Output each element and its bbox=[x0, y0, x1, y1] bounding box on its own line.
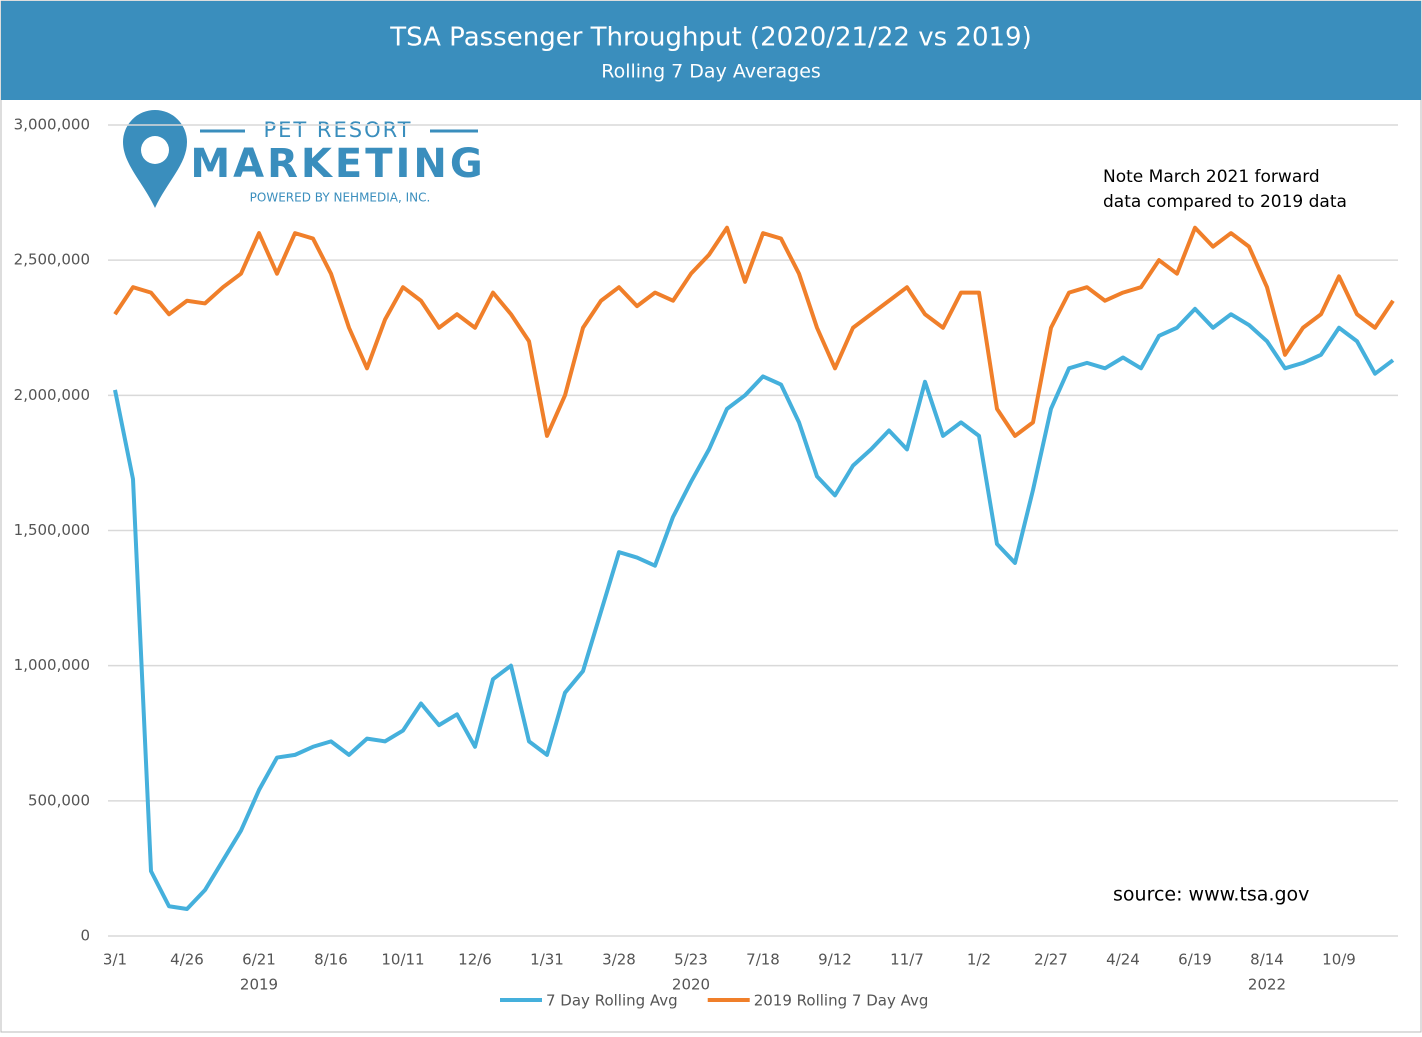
chart-title: TSA Passenger Throughput (2020/21/22 vs … bbox=[389, 23, 1031, 53]
y-tick-label: 1,000,000 bbox=[14, 656, 90, 674]
x-tick-label: 5/23 bbox=[674, 951, 708, 969]
x-tick-label: 6/19 bbox=[1178, 951, 1212, 969]
y-tick-label: 2,500,000 bbox=[14, 251, 90, 269]
header bbox=[1, 1, 1421, 100]
year-label: 2019 bbox=[240, 976, 278, 994]
plot bbox=[108, 124, 1398, 937]
y-tick-label: 500,000 bbox=[28, 791, 90, 809]
annotation: Note March 2021 forward bbox=[1103, 167, 1320, 187]
x-tick-label: 4/26 bbox=[170, 951, 204, 969]
x-tick-label: 6/21 bbox=[242, 951, 276, 969]
logo-paw bbox=[141, 136, 169, 164]
legend-label: 2019 Rolling 7 Day Avg bbox=[754, 992, 929, 1010]
x-tick-label: 8/16 bbox=[314, 951, 348, 969]
x-tick-label: 11/7 bbox=[890, 951, 924, 969]
logo-top: PET RESORT bbox=[263, 118, 412, 142]
x-tick-label: 3/28 bbox=[602, 951, 636, 969]
annotation: data compared to 2019 data bbox=[1103, 192, 1347, 212]
x-tick-label: 1/2 bbox=[967, 951, 991, 969]
year-label: 2022 bbox=[1248, 976, 1286, 994]
logo-main: MARKETING bbox=[190, 141, 485, 187]
y-tick-label: 2,000,000 bbox=[14, 386, 90, 404]
series-line bbox=[113, 225, 1395, 438]
x-tick-label: 12/6 bbox=[458, 951, 492, 969]
year-label: 2020 bbox=[672, 976, 710, 994]
x-tick-label: 10/11 bbox=[381, 951, 424, 969]
legend-label: 7 Day Rolling Avg bbox=[546, 992, 678, 1010]
x-tick-label: 2/27 bbox=[1034, 951, 1068, 969]
y-tick-label: 1,500,000 bbox=[14, 521, 90, 539]
chart-subtitle: Rolling 7 Day Averages bbox=[601, 61, 821, 83]
x-tick-label: 9/12 bbox=[818, 951, 852, 969]
series-line bbox=[113, 306, 1395, 911]
x-tick-label: 10/9 bbox=[1322, 951, 1356, 969]
source-note: source: www.tsa.gov bbox=[1113, 884, 1309, 906]
x-tick-label: 1/31 bbox=[530, 951, 564, 969]
x-tick-label: 8/14 bbox=[1250, 951, 1284, 969]
x-tick-label: 3/1 bbox=[103, 951, 127, 969]
y-tick-label: 0 bbox=[80, 927, 90, 945]
x-tick-label: 4/24 bbox=[1106, 951, 1140, 969]
logo-bottom: POWERED BY NEHMEDIA, INC. bbox=[250, 191, 431, 205]
logo: PET RESORT MARKETING POWERED BY NEHMEDIA… bbox=[123, 110, 485, 208]
x-tick-label: 7/18 bbox=[746, 951, 780, 969]
y-tick-label: 3,000,000 bbox=[14, 116, 90, 134]
